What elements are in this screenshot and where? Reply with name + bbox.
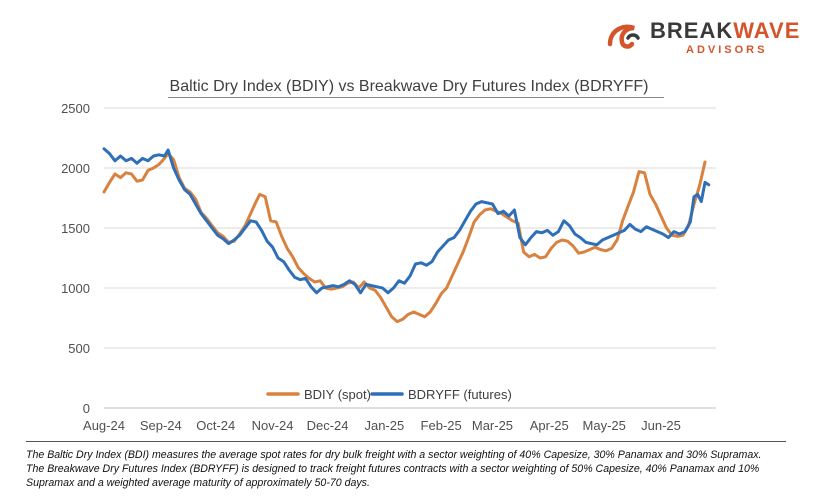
y-tick-label: 2000 (61, 161, 90, 176)
footnote: The Baltic Dry Index (BDI) measures the … (26, 448, 806, 490)
x-tick-label: Jun-25 (641, 418, 681, 433)
logo-subtitle: ADVISORS (686, 44, 768, 56)
y-tick-label: 500 (68, 341, 90, 356)
x-tick-label: Oct-24 (196, 418, 235, 433)
footnote-bdryff: The Breakwave Dry Futures Index (BDRYFF)… (26, 463, 760, 489)
y-tick-label: 1500 (61, 221, 90, 236)
x-tick-label: Aug-24 (83, 418, 125, 433)
x-tick-label: Sep-24 (140, 418, 182, 433)
x-tick-label: Apr-25 (530, 418, 569, 433)
x-tick-label: Feb-25 (421, 418, 462, 433)
x-tick-label: May-25 (583, 418, 626, 433)
chart-title: Baltic Dry Index (BDIY) vs Breakwave Dry… (169, 78, 649, 95)
x-tick-label: Jan-25 (364, 418, 404, 433)
legend-label: BDRYFF (futures) (408, 387, 512, 402)
logo-wordmark: BREAKWAVE (650, 18, 801, 43)
wave-logo-icon (607, 24, 640, 49)
bdiy-line (102, 152, 707, 324)
footnote-divider (26, 441, 786, 442)
legend-label: BDIY (spot) (304, 387, 371, 402)
breakwave-logo: BREAKWAVE ADVISORS (604, 14, 804, 60)
line-chart: 0 500 1000 1500 2000 2500 Aug-24 Sep-24 Oct-24 No… (61, 101, 716, 433)
bdryff-line (102, 147, 711, 295)
x-tick-label: Dec-24 (307, 418, 349, 433)
footnote-bdi: The Baltic Dry Index (BDI) measures the … (26, 449, 762, 461)
x-tick-label: Nov-24 (252, 418, 294, 433)
y-tick-label: 1000 (61, 281, 90, 296)
y-tick-label: 2500 (61, 101, 90, 116)
y-tick-label: 0 (83, 401, 90, 416)
x-tick-label: Mar-25 (472, 418, 513, 433)
title-underline (168, 97, 664, 98)
